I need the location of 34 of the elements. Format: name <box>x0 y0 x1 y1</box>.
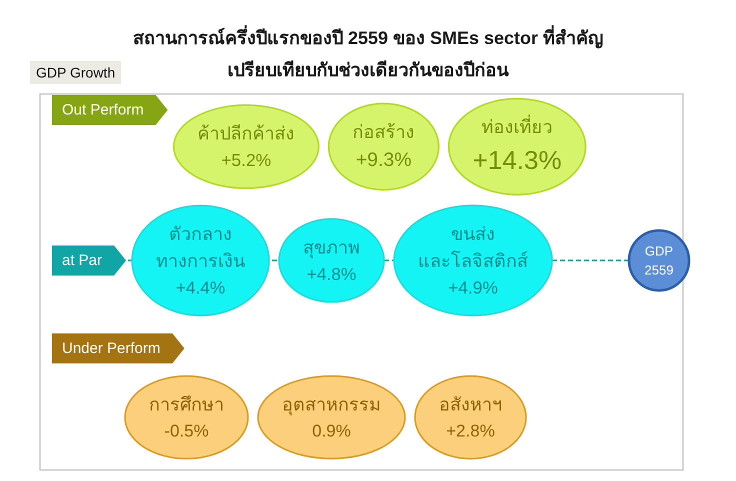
category-label: ตัวกลาง ทางการเงิน <box>156 224 246 272</box>
series-label: at Par <box>52 245 126 276</box>
category-label: ขนส่ง และโลจิสติกส์ <box>418 224 528 271</box>
category-label: ค้าปลีกค้าส่ง <box>198 124 295 144</box>
series-label: Under Perform <box>52 333 184 364</box>
data-label: +2.8% <box>446 421 495 440</box>
data-label: -0.5% <box>164 421 209 440</box>
bubble: สุขภาพ +4.8% <box>278 218 385 303</box>
category-label: ก่อสร้าง <box>352 122 415 142</box>
category-label: ท่องเที่ยว <box>482 114 553 138</box>
subtitle: เปรียบเทียบกับช่วงเดียวกันของปีก่อน <box>228 60 508 80</box>
bubble: ก่อสร้าง +9.3% <box>328 102 440 191</box>
data-label: +4.8% <box>306 264 356 284</box>
ylabel: GDP Growth <box>30 61 122 84</box>
reference-marker: GDP 2559 <box>628 229 690 292</box>
series-label: Under Perform <box>62 340 160 357</box>
data-label: +14.3% <box>472 145 562 176</box>
data-label: +4.4% <box>176 277 226 298</box>
bubble: ค้าปลีกค้าส่ง +5.2% <box>172 104 320 190</box>
category-label: อสังหาฯ <box>439 394 502 415</box>
category-label: การศึกษา <box>149 394 224 415</box>
bubble: อุตสาหกรรม 0.9% <box>257 375 406 460</box>
category-label: สุขภาพ <box>303 237 360 258</box>
bubble: ขนส่ง และโลจิสติกส์ +4.9% <box>393 204 553 316</box>
data-label: +9.3% <box>356 149 412 172</box>
bubble: ท่องเที่ยว +14.3% <box>448 98 586 196</box>
series-label: Out Perform <box>52 95 168 125</box>
category-label: อุตสาหกรรม <box>282 394 381 416</box>
data-label: +4.9% <box>448 277 498 298</box>
bubble: ตัวกลาง ทางการเงิน +4.4% <box>131 204 270 316</box>
data-label: +5.2% <box>221 150 272 170</box>
bubble: การศึกษา -0.5% <box>124 375 249 460</box>
data-label: 0.9% <box>312 421 351 440</box>
bubble: อสังหาฯ +2.8% <box>414 375 527 460</box>
